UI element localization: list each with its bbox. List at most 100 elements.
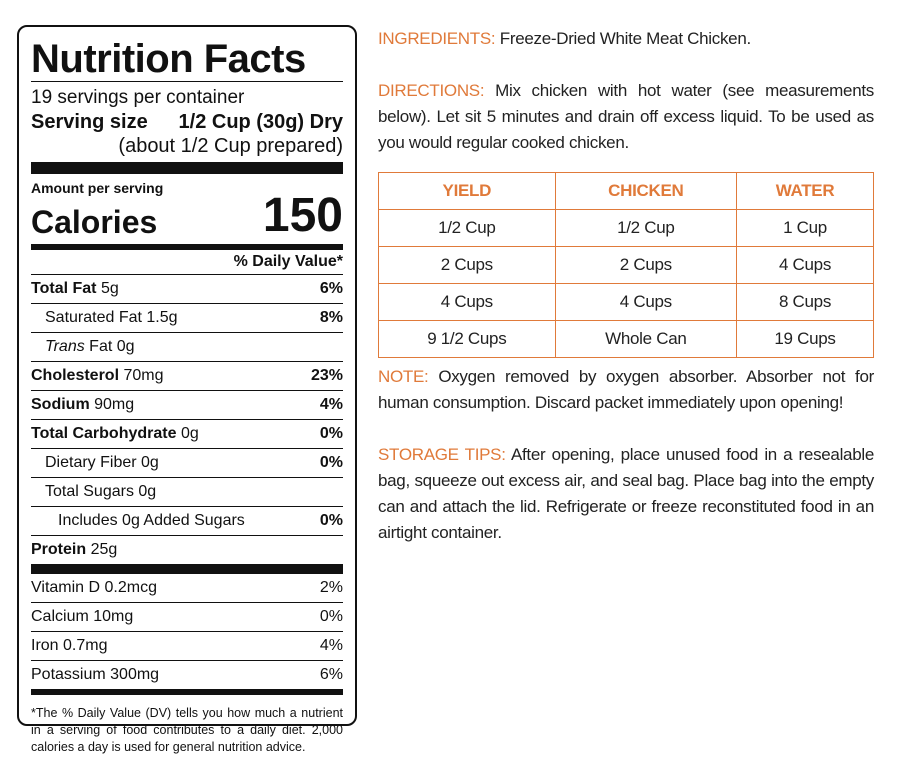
nutrient-name: Total Fat [31,280,97,297]
vitamin-name: Calcium [31,608,89,625]
table-cell: 2 Cups [378,246,556,284]
column-header-water: WATER [736,172,874,210]
vitamin-amount: 0.2mcg [104,579,157,596]
table-row: 2 Cups 2 Cups 4 Cups [378,246,874,284]
ingredients-text: Freeze-Dried White Meat Chicken. [499,29,751,48]
note-label: NOTE: [378,367,429,386]
note-text: Oxygen removed by oxygen absorber. Absor… [378,367,874,412]
vitamin-name: Iron [31,637,59,654]
nutrient-amount: Fat 0g [89,338,135,355]
nutrient-name: Total Sugars [45,483,134,500]
divider [31,81,343,82]
directions-text: Mix chicken with hot water (see measurem… [378,81,874,152]
nutrient-row-protein: Protein 25g [31,535,343,564]
calories-row: Calories 150 [31,192,343,241]
nutrient-dv: 23% [310,367,343,384]
nutrient-row-cholesterol: Cholesterol 70mg 23% [31,361,343,390]
nutrient-amount: 90mg [94,396,135,413]
nutrient-amount: 0g [180,425,199,442]
nutrient-name: Total Carbohydrate [31,425,177,442]
vitamin-name: Vitamin D [31,579,101,596]
servings-per-container: 19 servings per container [31,87,245,108]
nutrient-amount: 70mg [123,367,164,384]
table-cell: 1 Cup [736,209,874,247]
yield-table: YIELD CHICKEN WATER 1/2 Cup 1/2 Cup 1 Cu… [378,172,874,358]
serving-size: Serving size 1/2 Cup (30g) Dry [31,110,343,134]
directions-label: DIRECTIONS: [378,81,485,100]
vitamin-row-vitamin-d: Vitamin D 0.2mcg 2% [31,574,343,602]
table-header-row: YIELD CHICKEN WATER [378,172,874,210]
nutrient-name: Sodium [31,396,90,413]
table-cell: 4 Cups [736,246,874,284]
table-row: 9 1/2 Cups Whole Can 19 Cups [378,320,874,358]
nutrient-amount: 1.5g [146,309,178,326]
nutrient-amount: 5g [100,280,119,297]
note-section: NOTE: Oxygen removed by oxygen absorber.… [378,364,874,416]
nutrition-facts-title: Nutrition Facts [31,37,306,81]
nutrient-dv: 8% [319,309,343,326]
nutrient-dv: 0% [319,425,343,442]
column-header-chicken: CHICKEN [554,172,738,210]
vitamin-name: Potassium [31,666,106,683]
nutrition-facts-panel: Nutrition Facts 19 servings per containe… [17,25,357,754]
daily-value-header: % Daily Value* [233,253,343,270]
divider-thick [31,162,343,174]
nutrient-amount: 0g [141,454,159,471]
vitamin-amount: 0.7mg [63,637,108,654]
nutrient-row-sodium: Sodium 90mg 4% [31,390,343,419]
storage-tips-label: STORAGE TIPS: [378,445,506,464]
nutrient-row-total-fat: Total Fat 5g 6% [31,274,343,303]
nutrient-dv: 0% [319,454,343,471]
nutrient-row-saturated-fat: Saturated Fat 1.5g 8% [31,303,343,332]
vitamin-dv: 4% [319,637,343,654]
nutrient-row-added-sugars: Includes 0g Added Sugars 0% [31,506,343,535]
nutrient-row-total-carbohydrate: Total Carbohydrate 0g 0% [31,419,343,448]
nutrient-name: Saturated Fat [45,309,142,326]
divider-thick [31,564,343,574]
vitamin-row-potassium: Potassium 300mg 6% [31,660,343,689]
nutrient-amount: 25g [90,541,118,558]
calories-value: 150 [262,189,343,242]
table-cell: Whole Can [554,320,738,358]
directions-section: DIRECTIONS: Mix chicken with hot water (… [378,78,874,156]
table-row: 1/2 Cup 1/2 Cup 1 Cup [378,209,874,247]
table-cell: 8 Cups [736,283,874,321]
nutrient-name: Dietary Fiber [45,454,137,471]
divider-medium [31,244,343,250]
table-cell: 1/2 Cup [554,209,738,247]
vitamin-row-iron: Iron 0.7mg 4% [31,631,343,660]
nutrient-dv: 6% [319,280,343,297]
nutrient-dv: 4% [319,396,343,413]
nutrient-dv: 0% [319,512,343,529]
calories-label: Calories [31,204,158,240]
product-info: INGREDIENTS: Freeze-Dried White Meat Chi… [378,26,874,546]
table-cell: 2 Cups [554,246,738,284]
column-header-yield: YIELD [378,172,556,210]
vitamin-dv: 0% [319,608,343,625]
daily-value-footnote: *The % Daily Value (DV) tells you how mu… [31,689,343,756]
ingredients-label: INGREDIENTS: [378,29,496,48]
serving-size-value: 1/2 Cup (30g) Dry [178,111,343,133]
vitamin-row-calcium: Calcium 10mg 0% [31,602,343,631]
amount-per-serving: Amount per serving [31,180,164,196]
vitamin-amount: 300mg [110,666,160,683]
table-row: 4 Cups 4 Cups 8 Cups [378,283,874,321]
storage-tips-section: STORAGE TIPS: After opening, place unuse… [378,442,874,546]
table-cell: 4 Cups [378,283,556,321]
table-cell: 19 Cups [736,320,874,358]
nutrient-row-total-sugars: Total Sugars 0g [31,477,343,506]
vitamin-amount: 10mg [93,608,134,625]
vitamin-dv: 2% [319,579,343,596]
nutrient-row-trans-fat: Trans Fat 0g [31,332,343,361]
table-cell: 9 1/2 Cups [378,320,556,358]
table-cell: 1/2 Cup [378,209,556,247]
nutrient-name: Protein [31,541,87,558]
nutrient-name: Cholesterol [31,367,120,384]
serving-size-prepared: (about 1/2 Cup prepared) [118,135,343,157]
nutrient-name: Includes 0g Added Sugars [58,512,245,529]
nutrient-amount: 0g [138,483,157,500]
ingredients-section: INGREDIENTS: Freeze-Dried White Meat Chi… [378,26,874,52]
vitamin-dv: 6% [319,666,343,683]
storage-tips-text: After opening, place unused food in a re… [378,445,874,542]
serving-size-label: Serving size [31,111,148,133]
